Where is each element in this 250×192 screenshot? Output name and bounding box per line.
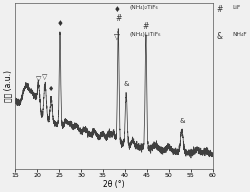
Text: LiF: LiF (232, 5, 240, 10)
Text: &: & (179, 118, 184, 124)
Text: ▽: ▽ (114, 32, 120, 41)
Text: &: & (216, 32, 222, 41)
Text: ▽: ▽ (42, 74, 48, 80)
Text: #: # (143, 22, 149, 31)
Text: (NH₄)₂TiF₆: (NH₄)₂TiF₆ (130, 5, 158, 10)
Text: &: & (124, 81, 129, 87)
Text: ♦: ♦ (114, 5, 121, 14)
Text: #: # (115, 14, 121, 23)
Text: ♦: ♦ (48, 86, 54, 92)
Text: ▽: ▽ (36, 76, 41, 82)
Text: (NH₄)LiTiF₆: (NH₄)LiTiF₆ (130, 32, 161, 37)
Text: ♦: ♦ (56, 19, 64, 28)
X-axis label: 2θ (°): 2θ (°) (103, 180, 125, 189)
Text: #: # (216, 5, 223, 14)
Text: NH₄F: NH₄F (232, 32, 247, 37)
Y-axis label: 强度 (a.u.): 强度 (a.u.) (4, 70, 13, 102)
